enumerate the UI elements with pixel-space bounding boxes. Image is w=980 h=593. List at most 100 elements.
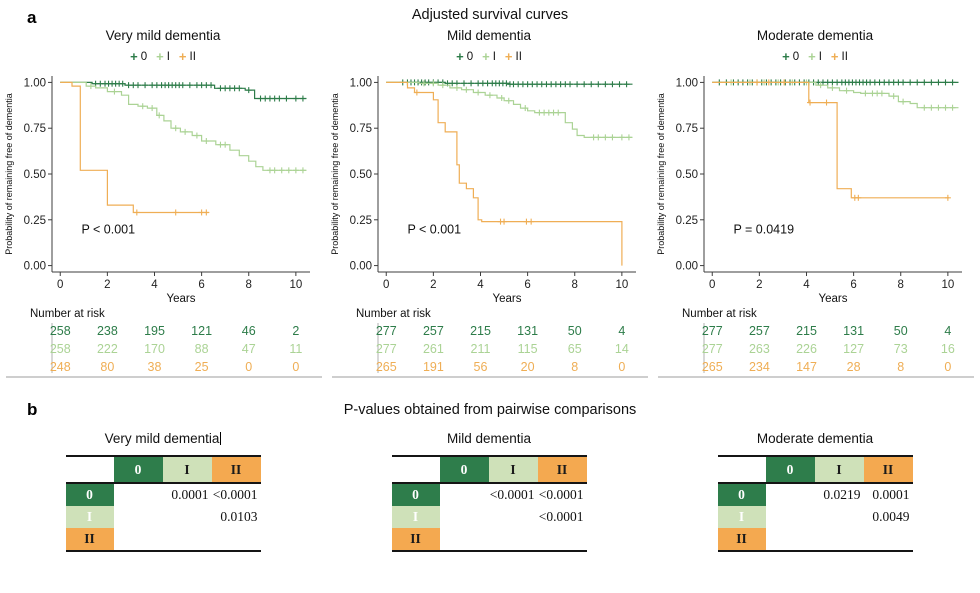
plus-marker-icon: + [178,49,187,64]
y-tick-label: 0.75 [350,123,372,135]
y-tick-label: 1.00 [24,77,46,89]
risk-count-0: 50 [894,324,908,338]
number-at-risk-table: Number at risk 258 238 195 121 46 2 258 222 170 88… [6,308,322,378]
censor-marks-0 [92,80,306,102]
survival-plot: 0 2 4 6 8 10 0.00 0.25 0.50 0.75 1.00 Probability o… [4,76,310,305]
risk-count-II: 80 [100,360,114,374]
figure-a-title: Adjusted survival curves [411,7,569,23]
risk-count-II: 25 [195,360,209,374]
ptable-title: Mild dementia [447,431,531,446]
section-survival-curves: a Adjusted survival curves Very mild dem… [0,7,980,382]
ptable-value-cell: 0.0103 [220,509,258,524]
censor-marks-I [420,80,632,141]
ptable-col-header-I: I [162,456,212,484]
plus-marker-icon: + [782,49,790,64]
risk-count-0: 195 [144,324,165,338]
km-curve-0 [60,81,307,100]
ptable-col-header-II: II [863,456,913,484]
risk-count-I: 263 [749,342,770,356]
survival-plot: 0 2 4 6 8 10 0.00 0.25 0.50 0.75 1.00 Probability o… [656,76,962,305]
risk-count-II: 248 [50,360,71,374]
ptable-row-header-I: I [717,506,766,528]
risk-count-II: 20 [521,360,535,374]
km-curve-I [386,81,633,138]
x-tick-label: 8 [572,279,578,291]
y-tick-label: 0.25 [676,215,698,227]
risk-count-0: 215 [796,324,817,338]
ptable-very-mild: Very mild dementia 0 I II 0 0.0001 <0.0001 I 0.… [0,431,326,552]
ptable-col-header-0: 0 [113,456,163,484]
plus-marker-icon: + [504,49,513,64]
panel-b-label: b [27,400,38,419]
risk-count-0: 131 [517,324,538,338]
ptable-row-header-0: 0 [391,483,440,506]
km-panel-mild: Mild dementia +0 + I + II 0 2 4 6 8 10 0.00 0.25 0… [326,26,652,382]
legend-label: II [515,51,522,63]
ptable-row-header-0: 0 [65,483,114,506]
risk-count-0: 277 [376,324,397,338]
ptable-value-cell: <0.0001 [212,487,258,502]
ptable-row-header-0: 0 [717,483,766,506]
x-tick-label: 10 [615,279,628,291]
ptable-value-cell [114,483,163,506]
figure-b-title: P-values obtained from pairwise comparis… [343,402,637,418]
survival-plot: 0 2 4 6 8 10 0.00 0.25 0.50 0.75 1.00 Probability o… [330,76,636,305]
risk-count-0: 121 [191,324,212,338]
ptable-value-cell [440,528,489,551]
y-axis-title: Probability of remaining free of dementi… [330,93,340,255]
number-at-risk-table: Number at risk 277 257 215 131 50 4 277 263 226 12… [658,308,974,378]
ptable-title: Very mild dementia [105,431,222,446]
risk-count-I: 261 [423,342,444,356]
risk-count-II: 0 [944,360,951,374]
ptable-value-cell [766,483,815,506]
y-tick-label: 0.50 [350,169,372,181]
section-pvalue-tables: b P-values obtained from pairwise compar… [0,400,980,552]
ptable-col-header-0: 0 [439,456,489,484]
y-tick-label: 0.50 [24,169,46,181]
ptable-mild: Mild dementia 0 I II 0 <0.0001 <0.0001 I <0.000… [326,431,652,552]
y-tick-label: 0.00 [350,261,372,273]
risk-count-0: 4 [618,324,625,338]
risk-count-I: 127 [843,342,864,356]
p-value-label: P = 0.0419 [733,223,794,237]
risk-count-0: 238 [97,324,118,338]
y-tick-label: 1.00 [676,77,698,89]
risk-count-II: 0 [245,360,252,374]
plus-marker-icon: + [808,49,816,64]
ptable-value-cell: 0.0001 [872,487,910,502]
pvalue-tables-row: Very mild dementia 0 I II 0 0.0001 <0.0001 I 0.… [0,431,980,552]
plus-marker-icon: + [830,49,839,64]
risk-count-II: 0 [618,360,625,374]
legend-item-1: + I [482,50,496,63]
km-legend: +0 + I + II [0,46,326,68]
legend-label: 0 [466,51,474,63]
censor-marks-II [133,209,210,216]
ptable-value-cell: <0.0001 [538,487,584,502]
km-panel-very-mild: Very mild dementia +0 + I + II 0 2 4 6 8 10 0.00… [0,26,326,382]
risk-count-I: 170 [144,342,165,356]
legend-label: I [492,51,496,63]
risk-count-II: 56 [474,360,488,374]
pairwise-pvalue-table: 0 I II 0 <0.0001 <0.0001 I <0.0001 II [391,455,587,552]
x-tick-label: 6 [850,279,856,291]
risk-count-0: 4 [944,324,951,338]
plus-marker-icon: + [156,49,164,64]
y-tick-label: 0.00 [24,261,46,273]
ptable-row-header-II: II [391,528,440,551]
x-tick-label: 2 [756,279,762,291]
km-panel-title: Moderate dementia [756,28,874,43]
y-tick-label: 0.75 [24,123,46,135]
ptable-value-cell [212,528,261,551]
number-at-risk-label: Number at risk [356,308,431,320]
risk-count-II: 191 [423,360,444,374]
km-curve-II [712,81,949,199]
ptable-title-text: Mild dementia [446,431,532,446]
risk-count-I: 115 [518,342,538,356]
y-axis-title: Probability of remaining free of dementi… [656,93,666,255]
x-tick-label: 4 [151,279,158,291]
legend-label: II [841,51,848,63]
p-value-label: P < 0.001 [81,223,135,237]
ptable-value-cell: 0.0219 [823,487,861,502]
km-panels-row: Very mild dementia +0 + I + II 0 2 4 6 8 10 0.00… [0,26,980,382]
ptable-col-header-II: II [537,456,587,484]
